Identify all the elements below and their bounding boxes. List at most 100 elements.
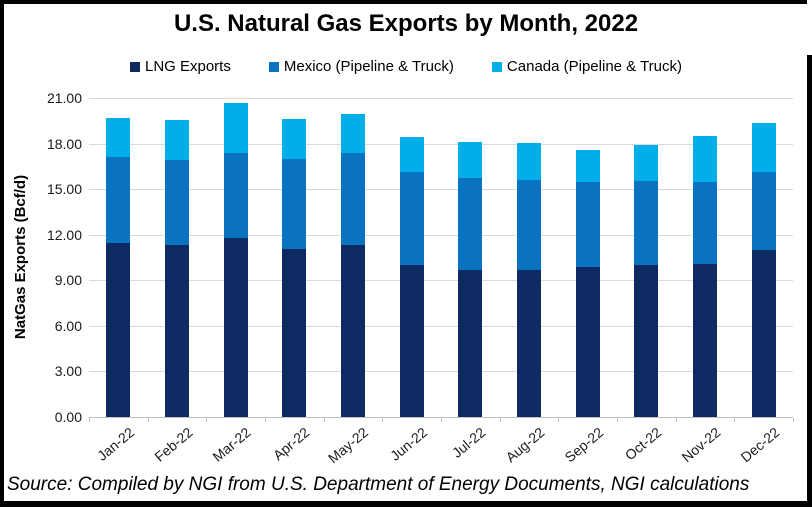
bar-segment	[106, 243, 131, 417]
y-tick-label: 12.00	[46, 226, 82, 243]
bar-segment	[693, 136, 717, 182]
chart-title: U.S. Natural Gas Exports by Month, 2022	[173, 10, 639, 37]
y-tick-label: 3.00	[54, 363, 82, 380]
x-axis-tick	[382, 418, 384, 422]
x-tick-label: Apr-22	[270, 424, 313, 464]
frame-border-left	[0, 0, 4, 507]
x-tick-label: Nov-22	[678, 424, 724, 466]
y-tick-label: 0.00	[54, 409, 82, 425]
frame-border-right	[807, 55, 812, 507]
bar-segment	[282, 249, 307, 417]
bar-column	[341, 0, 365, 417]
x-axis-tick	[265, 418, 266, 422]
bar-column	[106, 0, 131, 417]
bar-segment	[693, 181, 717, 264]
gridline	[89, 280, 793, 282]
bar-column	[693, 0, 717, 417]
x-axis-tick	[147, 418, 149, 422]
y-tick-label: 6.00	[54, 317, 82, 334]
bar-segment	[575, 267, 600, 417]
bar-column	[399, 0, 424, 417]
y-axis-title: NatGas Exports (Bcf/d)	[12, 174, 29, 340]
bar-column	[751, 0, 776, 417]
x-axis-line	[89, 417, 793, 418]
x-tick-label: Jun-22	[386, 424, 430, 464]
frame-border-bottom	[0, 501, 812, 507]
gridline	[89, 143, 793, 145]
bar-column	[282, 0, 307, 417]
x-axis-tick	[323, 418, 325, 422]
bar-segment	[165, 120, 189, 160]
bar-segment	[751, 171, 776, 250]
legend-label: Canada (Pipeline & Truck)	[506, 58, 683, 75]
bar-segment	[223, 103, 248, 154]
frame-border-top	[0, 0, 807, 4]
legend: LNG Exports Mexico (Pipeline & Truck) Cana…	[0, 58, 812, 75]
bar-segment	[165, 159, 189, 246]
x-tick-label: Jan-22	[93, 424, 137, 464]
bar-segment	[165, 245, 189, 417]
x-tick-label: Sep-22	[561, 424, 606, 466]
gridline	[89, 325, 793, 327]
bar-segment	[751, 123, 776, 172]
x-tick-label: Aug-22	[502, 424, 548, 466]
source-note: Source: Compiled by NGI from U.S. Depart…	[7, 474, 750, 495]
legend-swatch-icon	[129, 61, 140, 72]
bar-segment	[693, 263, 717, 417]
bar-segment	[223, 153, 248, 238]
x-axis-tick	[675, 418, 677, 422]
bar-segment	[399, 172, 424, 266]
bar-segment	[575, 181, 600, 268]
bar-column	[517, 0, 541, 417]
bar-segment	[341, 245, 365, 417]
gridline	[89, 189, 793, 191]
x-axis-tick	[734, 418, 736, 422]
gridline	[89, 371, 793, 373]
x-tick-label: May-22	[325, 424, 372, 467]
legend-item: Canada (Pipeline & Truck)	[491, 58, 683, 75]
bar-segment	[517, 180, 541, 270]
x-tick-label: Dec-22	[737, 424, 782, 466]
bar-segment	[634, 145, 659, 181]
bar-segment	[223, 237, 248, 417]
bar-column	[165, 0, 189, 417]
bar-column	[575, 0, 600, 417]
x-axis-tick	[206, 418, 208, 422]
legend-item: Mexico (Pipeline & Truck)	[268, 58, 454, 75]
bar-segment	[341, 113, 365, 153]
legend-item: LNG Exports	[129, 58, 231, 75]
x-tick-label: Mar-22	[209, 424, 254, 465]
legend-label: LNG Exports	[144, 58, 231, 75]
bar-segment	[106, 157, 131, 244]
x-axis-tick	[441, 418, 442, 422]
gridline	[89, 98, 793, 99]
y-tick-label: 21.00	[46, 90, 82, 106]
gridline	[89, 234, 793, 236]
bar-segment	[517, 142, 541, 181]
bar-segment	[517, 269, 541, 417]
y-tick-label: 18.00	[46, 135, 82, 152]
x-axis-tick	[89, 418, 90, 422]
x-axis-tick	[617, 418, 618, 422]
bar-segment	[282, 158, 307, 250]
x-axis-tick	[793, 418, 794, 422]
bar-segment	[458, 270, 483, 417]
bar-column	[223, 0, 248, 417]
bar-segment	[282, 118, 307, 159]
bar-segment	[634, 180, 659, 266]
bar-segment	[399, 136, 424, 173]
bar-segment	[106, 117, 131, 158]
bar-segment	[575, 149, 600, 182]
x-tick-label: Feb-22	[151, 424, 196, 465]
y-tick-label: 9.00	[54, 272, 82, 289]
y-tick-label: 15.00	[46, 181, 82, 198]
bar-segment	[341, 152, 365, 246]
x-axis-tick	[499, 418, 501, 422]
legend-swatch-icon	[268, 61, 279, 72]
bar-segment	[751, 249, 776, 417]
bar-column	[458, 0, 483, 417]
bar-segment	[458, 142, 483, 178]
x-tick-label: Jul-22	[449, 424, 489, 461]
x-axis-tick	[558, 418, 560, 422]
